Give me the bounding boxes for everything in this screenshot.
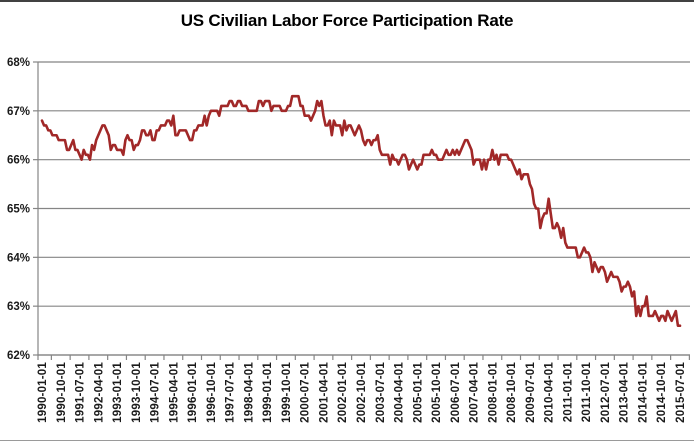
y-axis-tick-label: 67% [7, 106, 30, 118]
x-axis-tick-label: 2005-01-01 [412, 362, 424, 423]
x-axis-tick-label: 2006-07-01 [450, 362, 462, 423]
data-line [40, 94, 682, 328]
x-axis-tick-label: 1993-10-01 [131, 362, 143, 423]
x-axis-tick-label: 2012-07-01 [600, 362, 612, 423]
x-axis-tick-label: 1990-10-01 [56, 362, 68, 423]
x-axis-tick-label: 2015-07-01 [675, 362, 687, 423]
y-axis-tick-label: 68% [7, 57, 30, 69]
x-axis-tick-label: 1998-04-01 [243, 362, 255, 423]
x-axis-tick-label: 2005-10-01 [431, 362, 443, 423]
x-axis-tick-label: 2004-04-01 [394, 362, 406, 423]
x-axis-tick-label: 2001-04-01 [318, 362, 330, 423]
x-axis-tick-label: 2003-07-01 [375, 362, 387, 423]
x-axis-tick-label: 1995-04-01 [168, 362, 180, 423]
y-axis-tick-label: 66% [7, 155, 30, 167]
x-axis-tick-label: 2011-01-01 [562, 362, 574, 423]
x-axis-tick-label: 2010-04-01 [544, 362, 556, 423]
x-axis-tick-label: 2002-10-01 [356, 362, 368, 423]
x-axis-tick-label: 1996-01-01 [187, 362, 199, 423]
y-axis-tick-label: 64% [7, 252, 30, 264]
y-axis-tick-label: 63% [7, 301, 30, 313]
x-axis-tick-label: 2000-07-01 [300, 362, 312, 423]
x-axis-tick-label: 2007-04-01 [469, 362, 481, 423]
x-axis-tick-label: 1990-01-01 [37, 362, 49, 423]
x-axis-tick-label: 2008-01-01 [487, 362, 499, 423]
x-axis-tick-label: 1993-01-01 [112, 362, 124, 423]
x-axis-tick-label: 1991-07-01 [75, 362, 87, 423]
x-axis-tick-label: 2011-10-01 [581, 362, 593, 423]
y-axis-tick-label: 62% [7, 350, 30, 362]
x-axis-tick-label: 2002-01-01 [337, 362, 349, 423]
x-axis-tick-label: 1999-10-01 [281, 362, 293, 423]
y-axis-tick-label: 65% [7, 204, 30, 216]
x-axis-tick-label: 1996-10-01 [206, 362, 218, 423]
x-axis-tick-label: 2009-07-01 [525, 362, 537, 423]
x-axis-tick-label: 2013-04-01 [619, 362, 631, 423]
x-axis-tick-label: 1999-01-01 [262, 362, 274, 423]
x-axis-tick-label: 2008-10-01 [506, 362, 518, 423]
x-axis-tick-label: 2014-10-01 [656, 362, 668, 423]
x-axis-tick-label: 1994-07-01 [150, 362, 162, 423]
x-axis-tick-label: 1992-04-01 [93, 362, 105, 423]
x-axis-tick-label: 1997-07-01 [225, 362, 237, 423]
x-axis-tick-label: 2014-01-01 [637, 362, 649, 423]
